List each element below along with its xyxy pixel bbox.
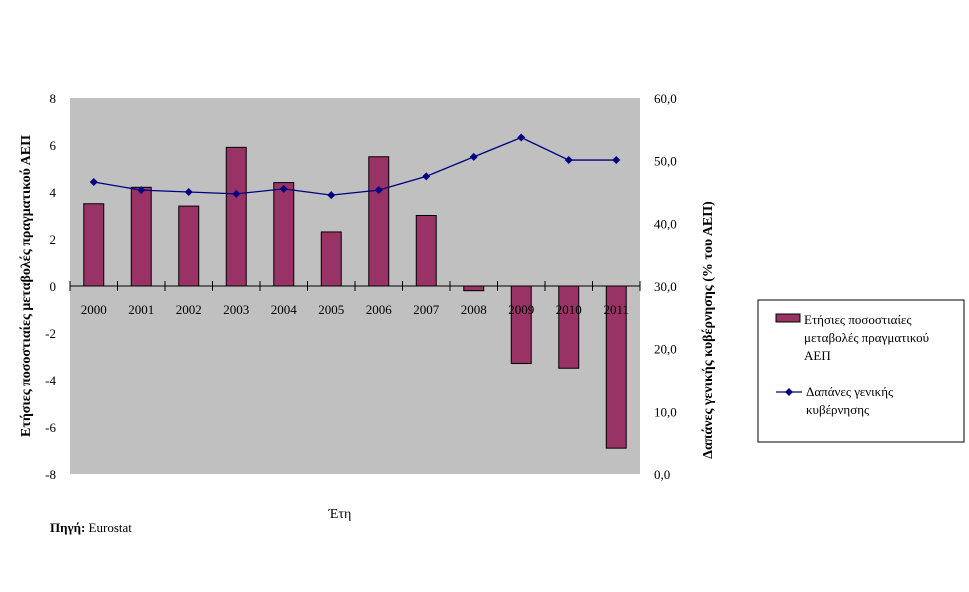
legend-bar-label: Ετήσιες ποσοστιαίες <box>804 312 912 327</box>
y-tick-label: 2 <box>50 232 57 247</box>
y-tick-label: 8 <box>50 91 57 106</box>
bar-2005 <box>320 231 342 287</box>
x-tick-label: 2011 <box>603 302 629 317</box>
bar-2004 <box>273 182 295 287</box>
x-tick-label: 2003 <box>223 302 249 317</box>
y-tick-label: -8 <box>45 467 56 482</box>
source-note: Πηγή: Eurostat <box>50 520 132 536</box>
x-tick-label: 2010 <box>556 302 582 317</box>
y-tick-label: 4 <box>50 185 57 200</box>
legend-line-label: Δαπάνες γενικής <box>806 384 894 399</box>
line-point-2004 <box>279 184 288 193</box>
x-tick-label: 2004 <box>271 302 298 317</box>
legend-bar-label: ΑΕΠ <box>804 348 831 363</box>
line-point-2005 <box>327 191 336 200</box>
x-tick-label: 2007 <box>413 302 440 317</box>
bar-2008 <box>463 285 485 292</box>
x-tick-label: 2001 <box>128 302 154 317</box>
line-point-2001 <box>137 186 146 195</box>
y2-tick-label: 60,0 <box>654 91 677 106</box>
bar-2001 <box>130 186 152 287</box>
source-value: Eurostat <box>88 520 132 535</box>
line-point-2006 <box>374 186 383 195</box>
bar-2002 <box>178 205 200 287</box>
source-label: Πηγή: <box>50 520 86 535</box>
y-tick-label: -6 <box>45 420 56 435</box>
bar-2007 <box>415 215 437 287</box>
legend-line-label: κυβέρνησης <box>806 402 870 417</box>
y2-tick-label: 50,0 <box>654 154 677 169</box>
x-tick-label: 2002 <box>176 302 202 317</box>
y-tick-label: 0 <box>50 279 57 294</box>
line-series <box>93 136 617 196</box>
y-axis-title: Ετήσιες ποσοστιαίες μεταβολές πραγματικο… <box>19 135 34 437</box>
bar-2009 <box>510 285 532 365</box>
x-tick-label: 2008 <box>461 302 487 317</box>
bar-2003 <box>225 146 247 287</box>
x-axis-title: Έτη <box>328 507 352 522</box>
x-tick-label: 2009 <box>508 302 534 317</box>
y2-tick-label: 30,0 <box>654 279 677 294</box>
x-tick-label: 2000 <box>81 302 107 317</box>
line-point-2007 <box>422 172 431 181</box>
y2-tick-label: 10,0 <box>654 404 677 419</box>
line-point-2009 <box>517 133 526 142</box>
y2-axis-title: Δαπάνες γενικής κυβέρνησης (% του ΑΕΠ) <box>701 201 716 459</box>
y2-tick-label: 0,0 <box>654 467 670 482</box>
y-tick-label: 6 <box>50 138 57 153</box>
y2-tick-label: 40,0 <box>654 216 677 231</box>
bar-2000 <box>83 203 105 287</box>
legend-bar-label: μεταβολές πραγματικού <box>804 330 929 345</box>
line-point-2008 <box>469 152 478 161</box>
legend-box <box>757 299 965 443</box>
line-point-2003 <box>232 189 241 198</box>
legend-line-marker <box>785 388 793 396</box>
line-point-2002 <box>184 188 193 196</box>
y2-tick-label: 20,0 <box>654 342 677 357</box>
legend-bar-swatch <box>775 313 801 323</box>
y-tick-label: -4 <box>45 373 56 388</box>
line-point-2011 <box>612 156 621 165</box>
bar-2006 <box>368 156 390 287</box>
y-tick-label: -2 <box>45 326 56 341</box>
line-point-2010 <box>564 156 573 165</box>
bar-2010 <box>558 285 580 369</box>
x-tick-label: 2005 <box>318 302 344 317</box>
x-tick-label: 2006 <box>366 302 393 317</box>
line-point-2000 <box>89 177 98 186</box>
